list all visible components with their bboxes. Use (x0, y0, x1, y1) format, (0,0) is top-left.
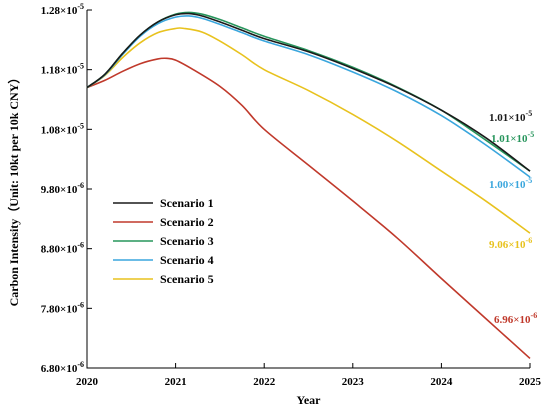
end-label-scenario-2: 6.96×10-6 (494, 311, 537, 326)
y-tick-label: 8.80×10-6 (41, 241, 84, 256)
series-line-scenario-1 (86, 12, 531, 172)
y-tick-label: 7.80×10-6 (41, 300, 84, 315)
end-labels: 1.01×10-5 1.01×10-5 1.00×10-5 9.06×10-6 6.96… (489, 109, 537, 326)
x-tick-label: 2024 (430, 376, 453, 388)
legend-label-scenario-1: Scenario 1 (160, 196, 214, 210)
y-axis-title: Carbon Intensity（Unit: 10kt per 10k CNY） (6, 72, 21, 307)
y-tick-label: 6.80×10-6 (41, 360, 84, 375)
y-tick-label: 1.18×10-5 (41, 62, 84, 77)
y-tick-label: 9.80×10-6 (41, 181, 84, 196)
x-tick-label: 2025 (519, 376, 542, 388)
y-tick-label: 1.28×10-5 (41, 2, 84, 17)
legend-label-scenario-4: Scenario 4 (160, 253, 214, 267)
plot-area (86, 10, 530, 369)
end-label-scenario-4: 1.00×10-5 (489, 176, 532, 191)
legend-label-scenario-3: Scenario 3 (160, 234, 214, 248)
series-line-scenario-5 (86, 27, 531, 234)
x-axis: 2020 2021 2022 2023 2024 2025 (76, 363, 542, 388)
legend-label-scenario-5: Scenario 5 (160, 272, 214, 286)
x-tick-label: 2020 (76, 376, 99, 388)
x-tick-label: 2023 (342, 376, 365, 388)
legend-label-scenario-2: Scenario 2 (160, 215, 214, 229)
end-label-scenario-3: 1.01×10-5 (491, 130, 534, 145)
x-axis-title: Year (297, 393, 322, 407)
series-lines (86, 11, 531, 360)
y-axis: 6.80×10-6 7.80×10-6 8.80×10-6 9.80×10-6 1.08… (41, 2, 92, 375)
x-tick-label: 2022 (253, 376, 276, 388)
series-line-scenario-2 (86, 57, 531, 360)
axis-frame (86, 10, 530, 369)
series-line-scenario-3 (86, 11, 531, 172)
y-tick-label: 1.08×10-5 (41, 121, 84, 136)
legend: Scenario 1 Scenario 2 Scenario 3 Scenario 4… (113, 196, 214, 286)
x-tick-label: 2021 (165, 376, 187, 388)
end-label-scenario-5: 9.06×10-6 (489, 236, 532, 251)
end-label-scenario-1: 1.01×10-5 (489, 109, 532, 124)
series-line-scenario-4 (86, 15, 531, 178)
